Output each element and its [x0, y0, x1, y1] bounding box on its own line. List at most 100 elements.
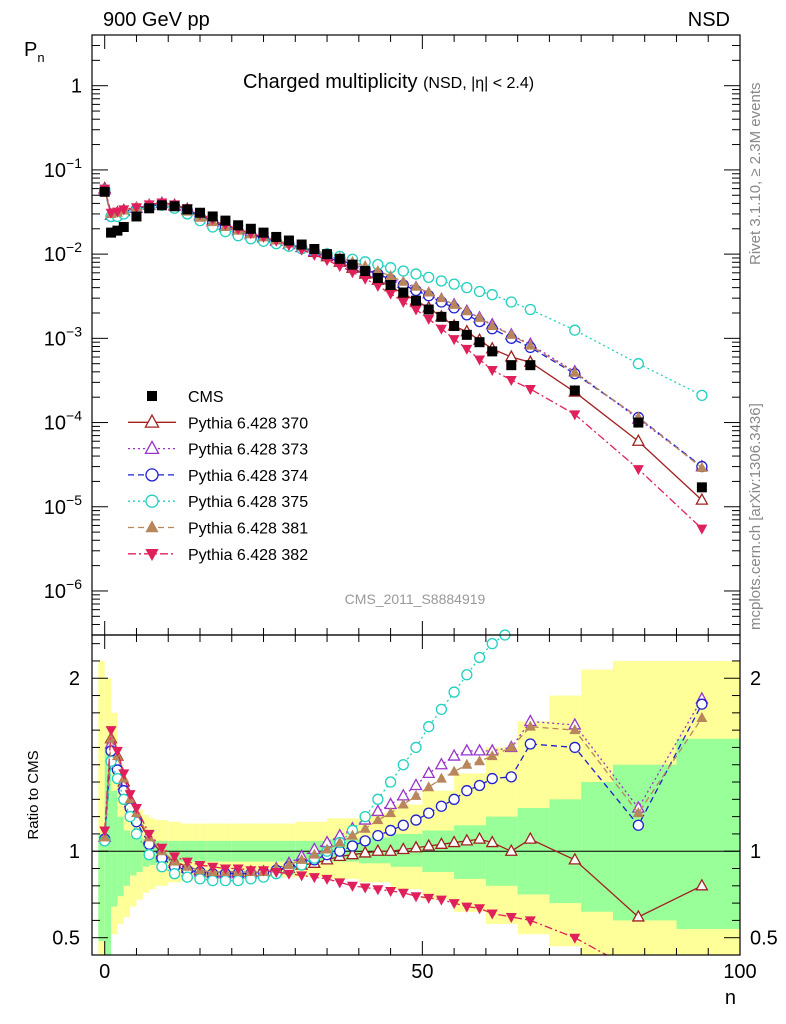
legend-marker — [145, 549, 159, 561]
data-point — [486, 289, 498, 301]
legend-label: Pythia 6.428 375 — [188, 494, 308, 511]
data-point — [233, 220, 244, 231]
data-point — [423, 781, 435, 792]
data-point — [168, 868, 181, 880]
data-point — [372, 265, 384, 276]
data-point — [423, 286, 435, 297]
stat-band-bin — [123, 830, 131, 886]
main-series-layer — [98, 181, 709, 535]
data-point — [124, 790, 136, 801]
data-point — [434, 757, 449, 770]
data-point — [130, 203, 142, 214]
main-panel: 110−110−210−310−410−510−6 Pn Charged mul… — [24, 34, 741, 636]
data-point — [397, 275, 409, 286]
data-point — [448, 899, 460, 910]
data-point — [169, 852, 181, 863]
data-point — [105, 208, 117, 219]
data-point — [195, 207, 205, 218]
ratio-y-tick-label: 1 — [69, 841, 80, 863]
data-point — [506, 360, 517, 371]
ratio-y-tick-label-right: 2 — [750, 668, 761, 690]
data-point — [112, 225, 123, 236]
y-tick-base: 10 — [44, 160, 66, 182]
data-point — [397, 759, 409, 771]
stat-band-bin — [581, 782, 613, 912]
legend-label: CMS — [188, 389, 224, 406]
data-point — [396, 842, 410, 855]
legend-marker — [144, 413, 160, 428]
data-point — [474, 904, 486, 915]
stat-band-bin — [676, 738, 740, 930]
data-point — [385, 269, 397, 280]
data-point — [435, 275, 448, 287]
data-point — [105, 726, 117, 737]
y-tick-label: 10−4 — [44, 408, 82, 435]
data-point — [696, 461, 708, 472]
data-point — [435, 800, 448, 812]
data-point — [461, 344, 473, 355]
data-point — [423, 304, 434, 315]
data-point — [359, 835, 371, 847]
data-point — [448, 278, 460, 290]
data-point — [448, 765, 460, 776]
data-point — [435, 292, 447, 303]
legend-label: Pythia 6.428 370 — [188, 415, 308, 432]
stat-band-bin — [136, 837, 143, 872]
data-point — [321, 843, 333, 854]
data-point — [524, 916, 536, 927]
data-point — [118, 205, 130, 216]
data-point — [398, 287, 409, 298]
stat-band-bin — [612, 764, 677, 921]
data-point — [397, 819, 409, 831]
data-point — [474, 355, 486, 366]
data-point — [383, 843, 398, 856]
data-point — [461, 902, 473, 913]
data-point — [359, 822, 371, 833]
data-point — [130, 828, 143, 840]
legend-item-pythia-6-428-382: Pythia 6.428 382 — [128, 547, 308, 564]
data-point — [461, 281, 473, 294]
ratio-uncertainty-bands — [98, 660, 740, 955]
legend-item-cms: CMS — [147, 389, 224, 406]
legend-item-pythia-6-428-374: Pythia 6.428 374 — [128, 468, 308, 485]
data-point — [486, 909, 498, 920]
x-axis-label: n — [725, 987, 736, 1009]
ratio-y-tick-labels: 0.5 0.5 1 1 2 2 — [52, 668, 778, 949]
data-point — [283, 859, 295, 870]
data-point — [447, 835, 461, 848]
data-point — [118, 221, 129, 232]
data-point — [410, 814, 422, 826]
data-point — [181, 871, 193, 883]
analysis-label: CMS_2011_S8884919 — [345, 591, 486, 607]
stat-band-bin — [130, 835, 137, 876]
series-line — [104, 634, 506, 882]
data-point — [270, 867, 282, 878]
legend-marker — [144, 440, 160, 455]
y-tick-base: 10 — [44, 244, 66, 266]
data-point — [486, 637, 498, 650]
data-point — [461, 758, 473, 769]
data-point — [156, 861, 168, 873]
data-point — [296, 853, 308, 864]
data-point — [696, 712, 708, 723]
data-point — [569, 741, 581, 754]
y-tick-base: 10 — [44, 581, 66, 603]
data-point — [486, 750, 498, 761]
data-point — [505, 741, 517, 752]
data-point — [385, 807, 397, 818]
data-point — [486, 320, 498, 331]
data-point — [384, 824, 397, 837]
data-point — [696, 482, 707, 493]
data-point — [194, 873, 206, 885]
process-label: NSD — [688, 9, 730, 31]
data-point — [524, 385, 536, 396]
data-point — [505, 771, 517, 783]
data-point — [169, 201, 180, 212]
legend: CMS Pythia 6.428 370 Pythia 6.428 373 Pythi… — [128, 389, 308, 564]
data-point — [487, 346, 498, 357]
data-point — [372, 793, 384, 805]
data-point — [461, 669, 473, 681]
data-point — [283, 235, 294, 246]
data-point — [473, 779, 486, 792]
legend-item-pythia-6-428-370: Pythia 6.428 370 — [128, 413, 308, 432]
